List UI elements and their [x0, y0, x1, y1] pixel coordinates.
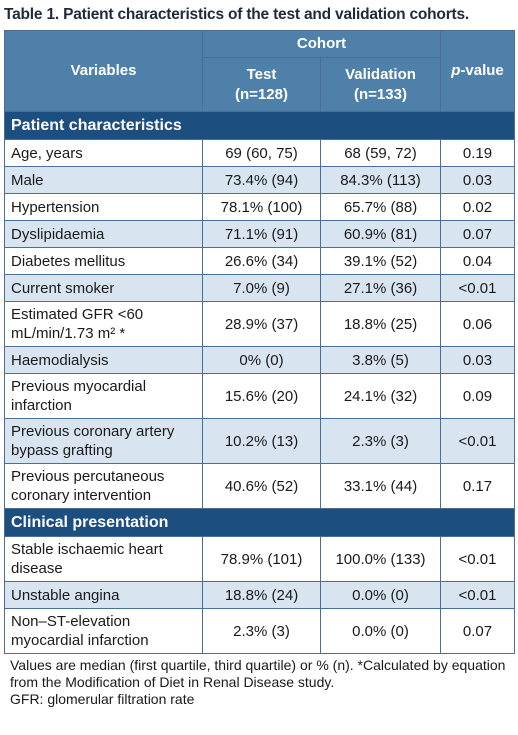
table-row: Stable ischaemic heart disease 78.9% (101…	[4, 536, 515, 582]
pvalue-cell: <0.01	[440, 418, 515, 464]
table-header: Variables Cohort p-value Test (n=128) Va…	[4, 30, 515, 112]
table-row: Age, years 69 (60, 75) 68 (59, 72) 0.19	[4, 139, 515, 167]
test-header-n: (n=128)	[235, 85, 288, 103]
variable-cell: Dyslipidaemia	[4, 220, 203, 248]
table-body: Patient characteristics Age, years 69 (60,…	[4, 111, 515, 654]
pvalue-cell: <0.01	[440, 581, 515, 609]
table-row: Hypertension 78.1% (100) 65.7% (88) 0.02	[4, 193, 515, 221]
section-header-row: Patient characteristics	[4, 111, 515, 140]
variable-cell: Non–ST-elevation myocardial infarction	[4, 608, 203, 654]
pvalue-cell: 0.17	[440, 463, 515, 509]
footnote-definitions: Values are median (first quartile, third…	[10, 657, 506, 690]
variables-header: Variables	[4, 30, 203, 112]
test-value-cell: 69 (60, 75)	[202, 139, 321, 167]
validation-value-cell: 84.3% (113)	[320, 166, 441, 194]
pvalue-cell: 0.04	[440, 247, 515, 275]
variable-cell: Age, years	[4, 139, 203, 167]
validation-value-cell: 27.1% (36)	[320, 274, 441, 302]
patient-characteristics-table: Variables Cohort p-value Test (n=128) Va…	[4, 30, 515, 654]
footnote-abbreviations: GFR: glomerular filtration rate	[10, 691, 195, 707]
test-value-cell: 78.9% (101)	[202, 536, 321, 582]
pvalue-cell: 0.07	[440, 608, 515, 654]
table-row: Non–ST-elevation myocardial infarction 2.…	[4, 608, 515, 654]
test-value-cell: 28.9% (37)	[202, 301, 321, 347]
validation-value-cell: 68 (59, 72)	[320, 139, 441, 167]
validation-value-cell: 3.8% (5)	[320, 346, 441, 374]
variable-cell: Previous myocardial infarction	[4, 373, 203, 419]
table-row: Dyslipidaemia 71.1% (91) 60.9% (81) 0.07	[4, 220, 515, 248]
validation-value-cell: 24.1% (32)	[320, 373, 441, 419]
test-value-cell: 10.2% (13)	[202, 418, 321, 464]
pvalue-cell: <0.01	[440, 274, 515, 302]
test-header-label: Test	[246, 65, 277, 83]
table-footnotes: Values are median (first quartile, third…	[4, 654, 514, 708]
pvalue-cell: 0.02	[440, 193, 515, 221]
validation-value-cell: 2.3% (3)	[320, 418, 441, 464]
validation-value-cell: 60.9% (81)	[320, 220, 441, 248]
test-value-cell: 71.1% (91)	[202, 220, 321, 248]
pvalue-italic: p	[451, 62, 461, 79]
cohort-header: Cohort	[202, 30, 441, 58]
validation-value-cell: 0.0% (0)	[320, 608, 441, 654]
test-value-cell: 78.1% (100)	[202, 193, 321, 221]
test-value-cell: 0% (0)	[202, 346, 321, 374]
pvalue-rest: -value	[460, 62, 504, 79]
pvalue-cell: 0.07	[440, 220, 515, 248]
pvalue-cell: 0.09	[440, 373, 515, 419]
section-header-row: Clinical presentation	[4, 508, 515, 537]
variable-cell: Estimated GFR <60 mL/min/1.73 m² *	[4, 301, 203, 347]
validation-header-n: (n=133)	[354, 85, 407, 103]
section-title: Patient characteristics	[4, 111, 515, 140]
validation-cohort-header: Validation (n=133)	[320, 57, 441, 112]
table-figure: Table 1. Patient characteristics of the …	[4, 6, 515, 708]
table-row: Previous coronary artery bypass grafting…	[4, 418, 515, 464]
test-cohort-header: Test (n=128)	[202, 57, 321, 112]
test-value-cell: 26.6% (34)	[202, 247, 321, 275]
table-row: Diabetes mellitus 26.6% (34) 39.1% (52) 0.0…	[4, 247, 515, 275]
table-row: Current smoker 7.0% (9) 27.1% (36) <0.01	[4, 274, 515, 302]
pvalue-cell: 0.03	[440, 346, 515, 374]
pvalue-cell: 0.19	[440, 139, 515, 167]
variable-cell: Diabetes mellitus	[4, 247, 203, 275]
table-row: Unstable angina 18.8% (24) 0.0% (0) <0.01	[4, 581, 515, 609]
test-value-cell: 15.6% (20)	[202, 373, 321, 419]
table-row: Previous percutaneous coronary intervent…	[4, 463, 515, 509]
test-value-cell: 18.8% (24)	[202, 581, 321, 609]
table-row: Estimated GFR <60 mL/min/1.73 m² * 28.9% …	[4, 301, 515, 347]
variable-cell: Previous coronary artery bypass grafting	[4, 418, 203, 464]
test-value-cell: 40.6% (52)	[202, 463, 321, 509]
table-row: Male 73.4% (94) 84.3% (113) 0.03	[4, 166, 515, 194]
validation-value-cell: 33.1% (44)	[320, 463, 441, 509]
test-value-cell: 2.3% (3)	[202, 608, 321, 654]
pvalue-cell: 0.03	[440, 166, 515, 194]
validation-header-label: Validation	[345, 65, 416, 83]
validation-value-cell: 65.7% (88)	[320, 193, 441, 221]
variable-cell: Male	[4, 166, 203, 194]
table-row: Previous myocardial infarction 15.6% (20)…	[4, 373, 515, 419]
variable-cell: Stable ischaemic heart disease	[4, 536, 203, 582]
table-row: Haemodialysis 0% (0) 3.8% (5) 0.03	[4, 346, 515, 374]
pvalue-cell: <0.01	[440, 536, 515, 582]
variable-cell: Unstable angina	[4, 581, 203, 609]
test-value-cell: 73.4% (94)	[202, 166, 321, 194]
validation-value-cell: 0.0% (0)	[320, 581, 441, 609]
validation-value-cell: 100.0% (133)	[320, 536, 441, 582]
validation-value-cell: 18.8% (25)	[320, 301, 441, 347]
variable-cell: Hypertension	[4, 193, 203, 221]
variable-cell: Previous percutaneous coronary intervent…	[4, 463, 203, 509]
section-title: Clinical presentation	[4, 508, 515, 537]
pvalue-cell: 0.06	[440, 301, 515, 347]
variable-cell: Haemodialysis	[4, 346, 203, 374]
table-caption: Table 1. Patient characteristics of the …	[4, 6, 470, 23]
pvalue-header: p-value	[440, 30, 515, 112]
test-value-cell: 7.0% (9)	[202, 274, 321, 302]
validation-value-cell: 39.1% (52)	[320, 247, 441, 275]
variable-cell: Current smoker	[4, 274, 203, 302]
